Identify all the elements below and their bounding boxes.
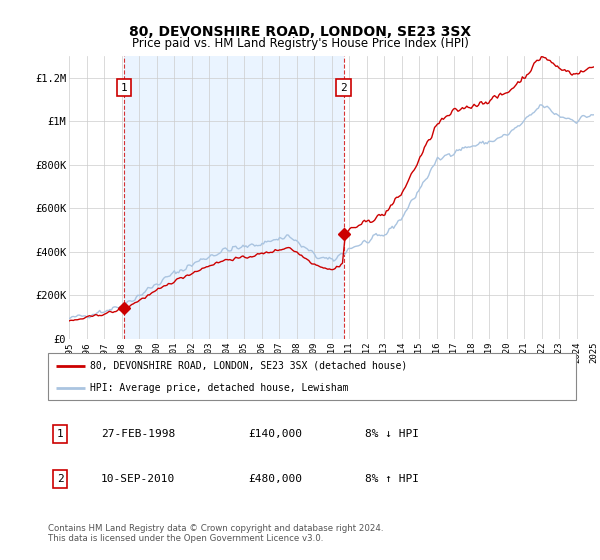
- Text: 80, DEVONSHIRE ROAD, LONDON, SE23 3SX (detached house): 80, DEVONSHIRE ROAD, LONDON, SE23 3SX (d…: [90, 361, 407, 371]
- Text: 8% ↓ HPI: 8% ↓ HPI: [365, 429, 419, 439]
- Bar: [124, 56, 344, 339]
- Text: 1: 1: [121, 82, 128, 92]
- Text: 1: 1: [57, 429, 64, 439]
- FancyBboxPatch shape: [48, 353, 576, 400]
- Text: 80, DEVONSHIRE ROAD, LONDON, SE23 3SX: 80, DEVONSHIRE ROAD, LONDON, SE23 3SX: [129, 26, 471, 39]
- Text: Contains HM Land Registry data © Crown copyright and database right 2024.
This d: Contains HM Land Registry data © Crown c…: [48, 524, 383, 543]
- Text: Price paid vs. HM Land Registry's House Price Index (HPI): Price paid vs. HM Land Registry's House …: [131, 37, 469, 50]
- Text: 27-FEB-1998: 27-FEB-1998: [101, 429, 175, 439]
- Text: 10-SEP-2010: 10-SEP-2010: [101, 474, 175, 484]
- Text: HPI: Average price, detached house, Lewisham: HPI: Average price, detached house, Lewi…: [90, 382, 349, 393]
- Text: 8% ↑ HPI: 8% ↑ HPI: [365, 474, 419, 484]
- Text: 2: 2: [57, 474, 64, 484]
- Text: £480,000: £480,000: [248, 474, 302, 484]
- Text: 2: 2: [340, 82, 347, 92]
- Text: £140,000: £140,000: [248, 429, 302, 439]
